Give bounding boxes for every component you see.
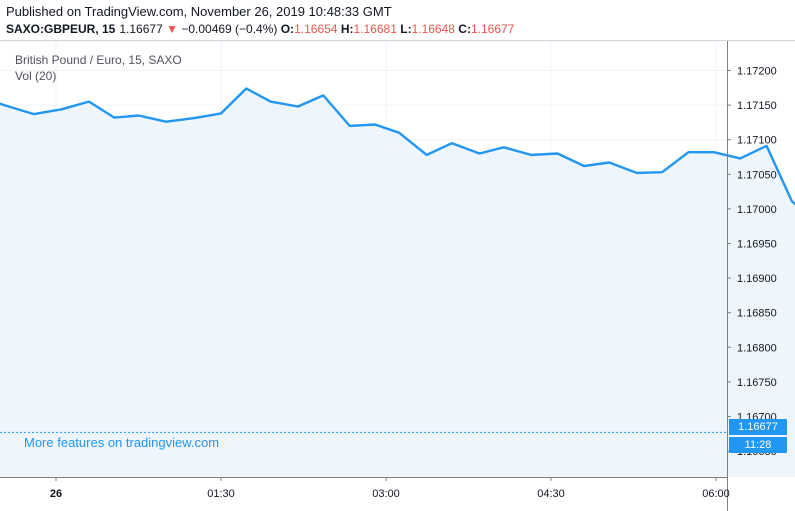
- time-axis[interactable]: 2601:3003:0004:3006:0007:3009:0010:3012:…: [50, 477, 795, 500]
- countdown-time-tag: 11:28: [729, 437, 787, 453]
- price-point: [790, 199, 794, 203]
- price-point: [269, 100, 273, 104]
- promo-link[interactable]: More features on tradingview.com: [24, 435, 220, 450]
- symbol-label: SAXO:GBPEUR, 15: [6, 22, 116, 36]
- published-header: Published on TradingView.com, November 2…: [6, 4, 392, 19]
- price-point: [607, 161, 611, 165]
- high-label: H:: [340, 22, 354, 36]
- y-tick-label: 1.17200: [737, 66, 777, 78]
- y-tick-label: 1.16900: [737, 273, 777, 285]
- price-point: [219, 111, 223, 115]
- price-point: [450, 141, 454, 145]
- price-change: −0.00469 (−0.4%): [181, 22, 278, 36]
- down-arrow-icon: ▼: [166, 22, 178, 36]
- price-point: [112, 116, 116, 120]
- price-point: [738, 156, 742, 160]
- last-price: 1.16677: [119, 22, 163, 36]
- y-tick-label: 1.16750: [737, 377, 777, 389]
- price-point: [348, 124, 352, 128]
- y-tick-label: 1.17050: [737, 169, 777, 181]
- price-point: [765, 144, 769, 148]
- price-point: [660, 170, 664, 174]
- y-tick-label: 1.17150: [737, 100, 777, 112]
- open-label: O:: [280, 22, 295, 36]
- price-point: [87, 100, 91, 104]
- price-point: [321, 93, 325, 97]
- quote-bar: SAXO:GBPEUR, 15 1.16677 ▼ −0.00469 (−0.4%…: [6, 22, 514, 36]
- x-tick-label: 01:30: [207, 488, 235, 500]
- price-point: [7, 105, 11, 109]
- low-value: 1.16648: [411, 22, 455, 36]
- y-tick-label: 1.17000: [737, 204, 777, 216]
- y-tick-label: 1.16950: [737, 239, 777, 251]
- price-point: [60, 107, 64, 111]
- close-label: C:: [458, 22, 471, 36]
- price-point: [192, 116, 196, 120]
- price-point: [164, 120, 168, 124]
- price-axis[interactable]: 1.17200 1.17150 1.17100 1.17050 1.17000 1.169…: [727, 66, 777, 459]
- price-point: [582, 164, 586, 168]
- price-point: [244, 87, 248, 91]
- price-point: [373, 123, 377, 127]
- price-point: [529, 153, 533, 157]
- volume-indicator-label[interactable]: Vol (20): [15, 69, 57, 83]
- price-point: [478, 152, 482, 156]
- high-value: 1.16681: [353, 22, 397, 36]
- y-tick-label: 1.16800: [737, 342, 777, 354]
- x-tick-label: 06:00: [702, 488, 730, 500]
- price-point: [137, 114, 141, 118]
- price-point: [712, 150, 716, 154]
- y-tick-label: 1.16850: [737, 308, 777, 320]
- x-tick-label: 04:30: [537, 488, 565, 500]
- x-tick-label: 26: [50, 488, 62, 500]
- price-point: [687, 150, 691, 154]
- y-tick-label: 1.17100: [737, 135, 777, 147]
- chart-legend-title[interactable]: British Pound / Euro, 15, SAXO: [15, 53, 182, 67]
- low-label: L:: [400, 22, 412, 36]
- price-point: [397, 131, 401, 135]
- x-tick-label: 03:00: [372, 488, 400, 500]
- open-value: 1.16654: [294, 22, 338, 36]
- price-point: [635, 171, 639, 175]
- close-value: 1.16677: [470, 22, 515, 36]
- last-price-tag: 1.16677: [729, 419, 787, 435]
- price-point: [425, 153, 429, 157]
- price-point: [296, 105, 300, 109]
- price-point: [502, 145, 506, 149]
- price-point: [32, 112, 36, 116]
- price-point: [556, 152, 560, 156]
- price-line: [0, 87, 795, 206]
- price-area-fill: [0, 88, 795, 477]
